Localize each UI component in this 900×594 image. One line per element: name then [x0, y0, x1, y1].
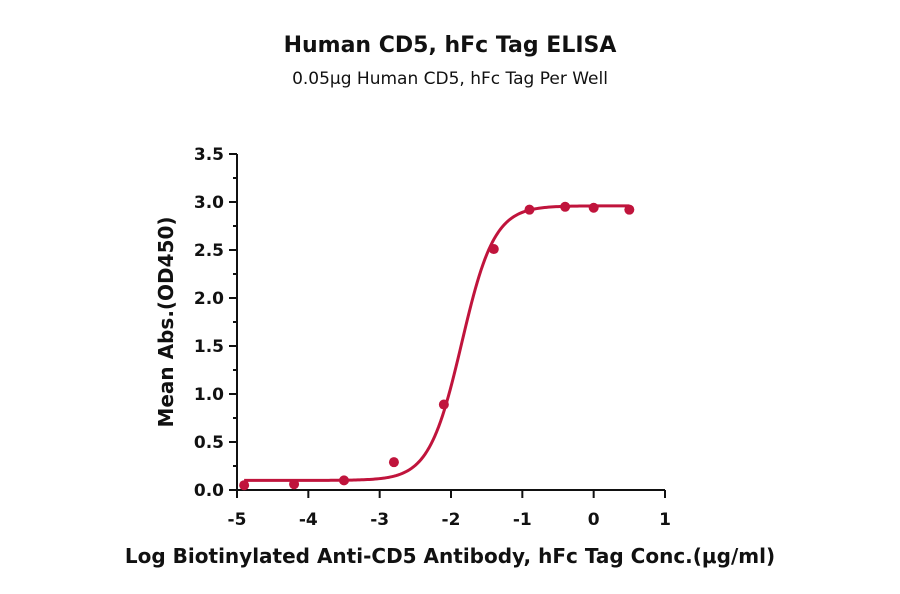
data-point [488, 244, 499, 255]
fit-curve [244, 204, 630, 482]
data-point [289, 479, 300, 490]
data-point [388, 457, 399, 468]
data-point [438, 399, 449, 410]
y-tick-label: 2.5 [194, 241, 224, 261]
x-tick-label: -1 [513, 510, 532, 530]
y-tick-label: 2.0 [194, 289, 224, 309]
x-tick-label: -5 [228, 510, 247, 530]
data-point [524, 204, 535, 215]
chart-subtitle: 0.05μg Human CD5, hFc Tag Per Well [292, 69, 608, 89]
y-tick-label: 0.5 [194, 433, 224, 453]
fit-curve-layer [244, 204, 630, 482]
data-points-layer [239, 201, 635, 491]
data-point [624, 204, 635, 215]
data-point [588, 202, 599, 213]
y-tick-label: 1.0 [194, 385, 224, 405]
x-tick-label: 0 [588, 510, 600, 530]
x-tick-label: 1 [659, 510, 671, 530]
chart-title: Human CD5, hFc Tag ELISA [284, 33, 617, 58]
y-tick-label: 3.5 [194, 145, 224, 165]
x-tick-label: -4 [299, 510, 318, 530]
y-tick-label: 0.0 [194, 481, 224, 501]
x-axis-label: Log Biotinylated Anti-CD5 Antibody, hFc … [125, 544, 775, 568]
x-tick-label: -2 [442, 510, 461, 530]
x-tick-label: -3 [370, 510, 389, 530]
data-point [339, 475, 349, 486]
data-point [560, 201, 571, 212]
y-axis-label: Mean Abs.(OD450) [154, 216, 178, 427]
data-point [239, 480, 250, 491]
y-tick-label: 3.0 [194, 193, 224, 213]
axes: 0.0 0.5 1.0 1.5 2.0 2.5 3.0 3.5 -5 -4 -3 -2 -1 0 1 [194, 145, 671, 530]
y-tick-label: 1.5 [194, 337, 224, 357]
